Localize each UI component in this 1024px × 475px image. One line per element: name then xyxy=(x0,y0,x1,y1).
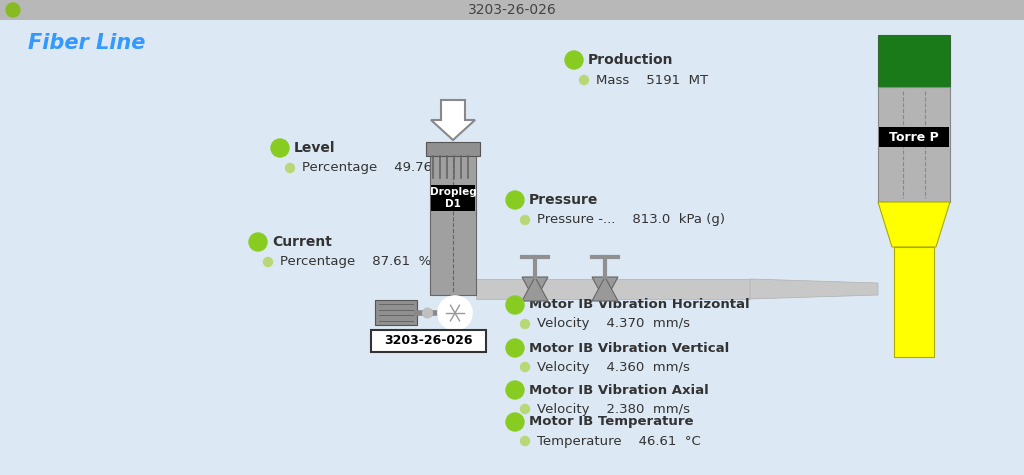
Circle shape xyxy=(438,296,472,330)
Text: Current: Current xyxy=(272,235,332,249)
Polygon shape xyxy=(522,277,548,301)
Text: Motor IB Temperature: Motor IB Temperature xyxy=(529,416,693,428)
Circle shape xyxy=(520,437,529,446)
Circle shape xyxy=(506,413,524,431)
FancyBboxPatch shape xyxy=(879,127,949,147)
Circle shape xyxy=(6,3,20,17)
Text: Dropleg
D1: Dropleg D1 xyxy=(430,187,476,209)
Text: Temperature    46.61  °C: Temperature 46.61 °C xyxy=(537,435,700,447)
Text: Pressure -...    813.0  kPa (g): Pressure -... 813.0 kPa (g) xyxy=(537,213,725,227)
FancyBboxPatch shape xyxy=(894,247,934,357)
Text: Fiber Line: Fiber Line xyxy=(28,33,145,53)
Circle shape xyxy=(520,405,529,414)
Circle shape xyxy=(286,163,295,172)
Text: Motor IB Vibration Horizontal: Motor IB Vibration Horizontal xyxy=(529,298,750,312)
Text: Motor IB Vibration Vertical: Motor IB Vibration Vertical xyxy=(529,342,729,354)
Text: 3203-26-026: 3203-26-026 xyxy=(468,3,556,17)
Circle shape xyxy=(506,381,524,399)
Circle shape xyxy=(271,139,289,157)
Circle shape xyxy=(423,308,432,318)
Polygon shape xyxy=(592,277,618,301)
Polygon shape xyxy=(592,277,618,301)
Polygon shape xyxy=(750,279,878,299)
Circle shape xyxy=(506,339,524,357)
Text: Level: Level xyxy=(294,141,336,155)
Text: Production: Production xyxy=(588,53,674,67)
FancyBboxPatch shape xyxy=(0,0,1024,20)
Text: Percentage    87.61  %: Percentage 87.61 % xyxy=(280,256,431,268)
FancyBboxPatch shape xyxy=(430,150,476,295)
Circle shape xyxy=(580,76,589,85)
Text: Torre P: Torre P xyxy=(889,131,939,144)
Circle shape xyxy=(506,296,524,314)
Text: Velocity    2.380  mm/s: Velocity 2.380 mm/s xyxy=(537,402,690,416)
FancyBboxPatch shape xyxy=(476,279,750,299)
FancyBboxPatch shape xyxy=(878,87,950,202)
Circle shape xyxy=(520,320,529,329)
Text: Velocity    4.360  mm/s: Velocity 4.360 mm/s xyxy=(537,361,690,373)
Text: 3203-26-026: 3203-26-026 xyxy=(384,334,473,348)
Text: Pressure: Pressure xyxy=(529,193,598,207)
Polygon shape xyxy=(878,202,950,247)
Circle shape xyxy=(520,362,529,371)
FancyBboxPatch shape xyxy=(426,142,480,156)
Circle shape xyxy=(506,191,524,209)
Polygon shape xyxy=(522,277,548,301)
FancyBboxPatch shape xyxy=(375,300,417,325)
Circle shape xyxy=(249,233,267,251)
Circle shape xyxy=(263,257,272,266)
Text: Percentage    49.76  %: Percentage 49.76 % xyxy=(302,162,454,174)
Text: Mass    5191  MT: Mass 5191 MT xyxy=(596,74,709,86)
Circle shape xyxy=(520,216,529,225)
FancyBboxPatch shape xyxy=(431,185,475,211)
FancyBboxPatch shape xyxy=(878,35,950,87)
Circle shape xyxy=(565,51,583,69)
Polygon shape xyxy=(431,100,475,140)
Text: Velocity    4.370  mm/s: Velocity 4.370 mm/s xyxy=(537,317,690,331)
Text: Motor IB Vibration Axial: Motor IB Vibration Axial xyxy=(529,383,709,397)
FancyBboxPatch shape xyxy=(371,330,486,352)
